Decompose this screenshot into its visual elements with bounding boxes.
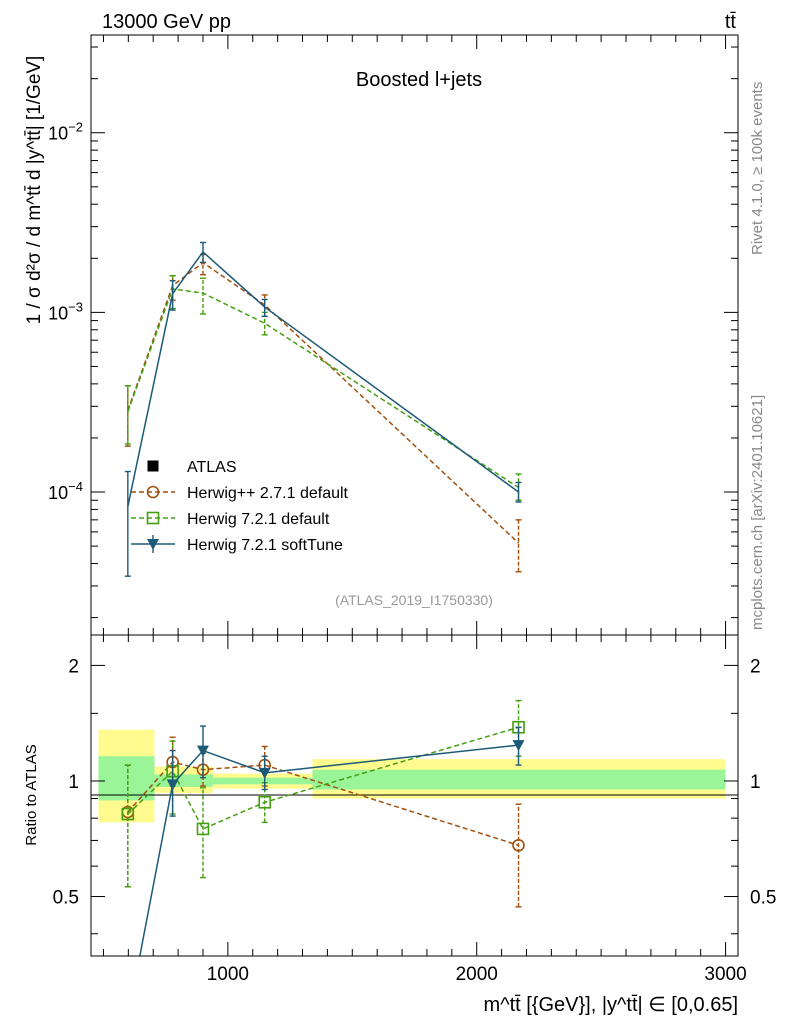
main-series-group [124,241,522,577]
ratio-series-2-point [258,767,271,779]
ratio-series-1-point [258,795,271,809]
analysis-id-label: (ATLAS_2019_I1750330) [335,592,493,608]
main-series-2-line [127,288,519,489]
ratio-series-group [115,699,525,956]
main-y-tick-label: 10−2 [48,120,83,144]
x-axis-label: m^tt̄ [{GeV}], |y^tt̄| ∈ [0,0.65] [484,994,738,1016]
x-tick-label: 3000 [704,964,746,985]
ratio-series-2-point [166,779,179,791]
ratio-series-1-point [196,822,210,836]
ratio-series-2-line [115,744,519,956]
legend: ATLAS Herwig++ 2.7.1 default Herwig 7.2.1 … [131,459,349,554]
ratio-band-green [212,777,313,785]
ratio-y-tick-label-left: 1 [68,772,79,793]
ratio-y-tick-label-left: 0.5 [53,888,79,909]
rivet-version-label: Rivet 4.1.0, ≥ 100k events [749,82,766,255]
legend-marker [147,460,159,472]
legend-label: Herwig 7.2.1 softTune [187,537,343,554]
ratio-y-tick-label-right: 1 [750,772,761,793]
ratio-series-2-point [196,745,209,757]
legend-marker [146,485,160,499]
mcplots-label: mcplots.cern.ch [arXiv:2401.10621] [749,395,766,630]
ratio-y-tick-label-right: 2 [750,656,761,677]
ratio-series-1-line [127,726,519,830]
x-tick-label: 1000 [207,964,249,985]
main-chart-title: Boosted l+jets [356,69,482,91]
ratio-series-2-point [512,740,525,752]
ratio-series-1-point [121,807,135,821]
ratio-y-tick-label-right: 0.5 [750,888,776,909]
main-y-tick-label: 10−4 [48,479,83,503]
legend-marker [147,539,159,550]
ratio-ylabel: Ratio to ATLAS [23,744,40,845]
ratio-series-0-point [512,838,525,852]
main-axis-ticks: 10−4 10−3 10−2 [48,35,738,635]
process-label: tt̄ [725,11,737,33]
ratio-axis-ticks: 0.5 0.5 1 1 2 2 1000 2000 3000 [53,635,776,985]
legend-marker [146,511,160,525]
x-tick-label: 2000 [456,964,498,985]
ratio-panel-frame [90,634,739,957]
main-panel: 10−4 10−3 10−2 Boosted l+jets (ATLAS_2019_… [24,34,739,636]
ratio-band-green [98,756,155,801]
main-ylabel: 1 / σ d²σ / d m^tt̄ d |y^tt̄| [1/GeV] [24,56,45,325]
legend-label: Herwig 7.2.1 default [187,511,330,528]
ratio-y-tick-label-left: 2 [68,656,79,677]
legend-label: Herwig++ 2.7.1 default [187,485,349,502]
ratio-panel: 0.5 0.5 1 1 2 2 1000 2000 3000 Ratio to ATLAS m^… [23,634,776,1016]
legend-label: ATLAS [187,459,237,476]
main-y-tick-label: 10−3 [48,299,83,323]
energy-label: 13000 GeV pp [102,11,231,33]
ratio-band-green [312,769,726,790]
